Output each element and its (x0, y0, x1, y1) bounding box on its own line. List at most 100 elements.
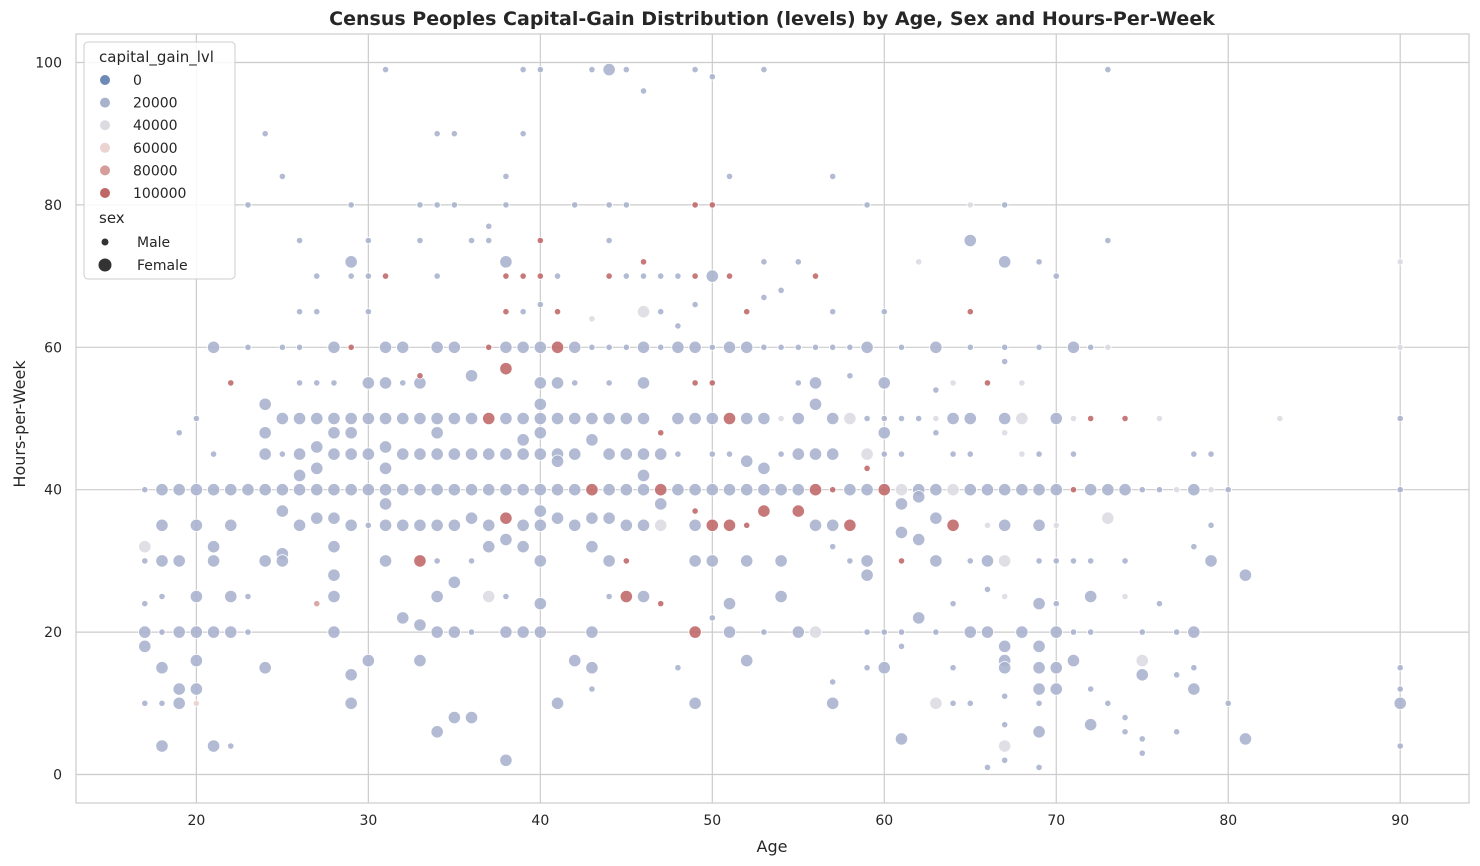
data-point-female (310, 483, 324, 497)
data-point-female (791, 483, 805, 497)
data-point-male (966, 450, 974, 458)
data-point-male (158, 592, 166, 601)
data-point-male (605, 379, 613, 387)
data-point-female (447, 340, 461, 354)
data-point-male (932, 414, 940, 423)
data-point-female (327, 625, 341, 639)
data-point-female (1032, 682, 1046, 696)
data-point-female (292, 483, 307, 497)
data-point-female (1049, 661, 1063, 675)
data-point-male (1190, 664, 1198, 672)
data-point-male (1224, 486, 1232, 494)
data-point-male (863, 628, 871, 636)
data-point-male (141, 600, 149, 608)
data-point-male (1173, 671, 1181, 679)
data-point-female (1049, 682, 1063, 696)
data-point-female (757, 483, 771, 497)
data-point-female (912, 490, 926, 504)
data-point-female (585, 411, 599, 426)
data-point-female (636, 447, 651, 461)
data-point-male (863, 664, 871, 672)
data-point-male (760, 293, 768, 302)
data-point-male (1224, 699, 1232, 707)
data-point-female (533, 426, 547, 440)
data-point-female (929, 554, 943, 568)
legend-hue-marker (100, 165, 110, 176)
data-point-female (929, 483, 943, 497)
data-point-male (1018, 379, 1026, 387)
data-point-male (278, 450, 286, 458)
data-point-female (740, 411, 754, 426)
legend-hue-marker (100, 120, 110, 131)
legend-size-marker (98, 258, 112, 272)
data-point-female (447, 411, 461, 426)
data-point-female (447, 447, 461, 461)
data-point-male (605, 236, 613, 245)
data-point-female (155, 739, 169, 753)
data-point-male (313, 379, 321, 387)
data-point-female (516, 483, 530, 497)
data-point-female (1135, 653, 1149, 668)
data-point-male (485, 236, 493, 245)
legend-hue-label: 80000 (133, 163, 178, 179)
data-point-male (1052, 521, 1060, 529)
data-point-male (674, 272, 682, 280)
data-point-male (502, 201, 510, 209)
data-point-female (413, 518, 427, 532)
data-point-female (224, 625, 238, 639)
data-point-female (1084, 718, 1098, 732)
data-point-male (966, 201, 974, 209)
data-point-female (275, 483, 289, 497)
data-point-female (688, 483, 702, 497)
data-point-female (929, 511, 943, 525)
data-point-male (1069, 557, 1078, 565)
data-point-female (499, 255, 513, 269)
legend-hue-marker (100, 97, 110, 108)
data-point-female (464, 483, 479, 497)
data-point-male (949, 600, 957, 608)
data-point-female (430, 625, 444, 639)
data-point-male (330, 379, 338, 387)
data-point-male (1035, 343, 1043, 351)
data-point-male (622, 557, 630, 565)
data-point-female (499, 532, 513, 547)
x-axis-label: Age (757, 837, 788, 856)
data-point-male (158, 699, 166, 707)
data-point-female (447, 483, 461, 497)
data-point-male (863, 414, 871, 423)
data-point-female (275, 554, 289, 568)
data-point-male (708, 343, 716, 351)
data-point-female (946, 518, 960, 532)
data-point-female (516, 625, 530, 639)
data-point-male (1138, 486, 1146, 494)
data-point-female (550, 411, 565, 426)
data-point-male (777, 343, 785, 351)
data-point-female (946, 411, 960, 426)
data-point-female (189, 589, 203, 604)
data-point-female (327, 511, 341, 525)
data-point-female (585, 661, 599, 675)
data-point-male (949, 664, 957, 672)
data-point-male (502, 592, 510, 601)
legend-hue-marker (100, 188, 110, 198)
y-tick-label: 20 (44, 625, 62, 641)
data-point-female (310, 411, 324, 426)
data-point-male (1396, 258, 1404, 266)
data-point-female (998, 411, 1012, 426)
data-point-female (258, 426, 272, 440)
data-point-female (774, 589, 788, 604)
data-point-female (619, 518, 633, 532)
data-point-male (966, 699, 974, 707)
data-point-male (1104, 236, 1112, 245)
data-point-female (447, 518, 461, 532)
data-point-female (516, 340, 530, 354)
data-point-female (826, 696, 840, 710)
data-point-male (708, 379, 716, 387)
data-point-male (347, 343, 355, 351)
data-point-male (588, 66, 596, 74)
data-point-female (430, 340, 444, 354)
data-point-male (244, 628, 252, 636)
data-point-female (602, 511, 616, 525)
data-point-female (894, 483, 909, 497)
